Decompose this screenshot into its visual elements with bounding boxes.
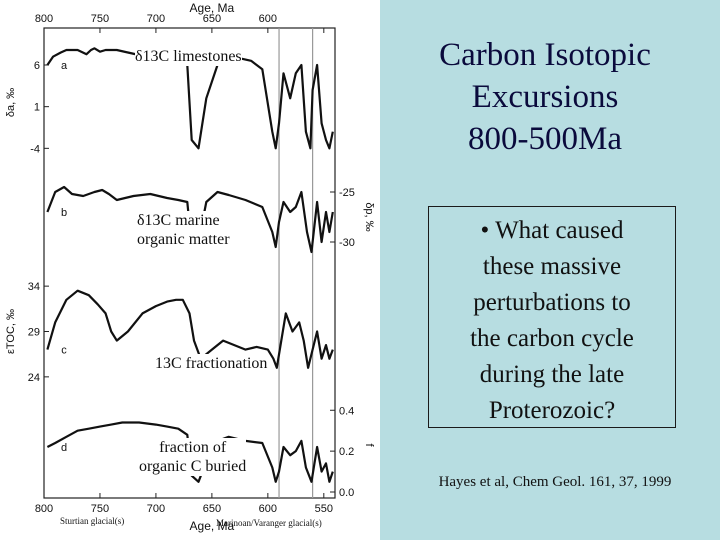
- x-axis-title-bottom: Age, Ma: [190, 519, 235, 533]
- slide-title: Carbon Isotopic Excursions 800-500Ma: [439, 37, 651, 157]
- panel-letter-c: c: [61, 345, 67, 357]
- isotope-figure: 800 800 750 750 700 700 650 650 600 600 550 Age, Ma…: [5, 1, 375, 533]
- y-tick-label-c: 24: [28, 372, 40, 384]
- y-tick-label-c: 34: [28, 281, 40, 293]
- series-line-a: [46, 47, 334, 150]
- y-tick-label-b: -25: [339, 187, 355, 199]
- isotope-chart: 800 800 750 750 700 700 650 650 600 600 550 Age, Ma…: [5, 1, 375, 533]
- panel-letter-b: b: [61, 207, 67, 219]
- text-panel: Carbon Isotopic Excursions 800-500Ma • W…: [380, 0, 720, 540]
- y-tick-label-b: -30: [339, 237, 355, 249]
- question-text: • What caused these massive perturbation…: [470, 217, 634, 424]
- y-tick-label-d: 0.2: [339, 446, 354, 458]
- y-tick-label-a: 6: [34, 60, 40, 72]
- x-tick-label-bottom: 600: [259, 503, 277, 515]
- y-axis-title-c: εTOC, ‰: [5, 309, 17, 354]
- series-line-b: [46, 185, 334, 254]
- x-tick-label-top: 700: [147, 13, 165, 25]
- x-tick-label-bottom: 800: [35, 503, 53, 515]
- y-axis-title-d: f: [363, 443, 375, 447]
- marinoan-glacial-label: Marinoan/Varanger glacial(s): [216, 518, 322, 528]
- overlay-label-burial-fraction: fraction of organic C buried: [139, 438, 247, 476]
- sturtian-glacial-label: Sturtian glacial(s): [60, 516, 125, 526]
- citation: Hayes et al, Chem Geol. 161, 37, 1999: [438, 474, 672, 490]
- x-tick-label-bottom: 750: [91, 503, 109, 515]
- y-tick-label-d: 0.0: [339, 487, 354, 499]
- plot-frame: [43, 27, 336, 499]
- x-tick-label-bottom: 650: [203, 503, 221, 515]
- question-box: • What caused these massive perturbation…: [428, 206, 676, 428]
- y-tick-label-a: 1: [34, 102, 40, 114]
- overlay-label-organic-matter: δ13C marine organic matter: [137, 211, 230, 249]
- panel-letter-a: a: [61, 60, 68, 72]
- x-tick-label-bottom: 550: [315, 503, 333, 515]
- x-tick-label-top: 650: [203, 13, 221, 25]
- x-tick-label-top: 750: [91, 13, 109, 25]
- y-tick-label-a: -4: [30, 143, 40, 155]
- series-line-c: [46, 289, 334, 369]
- overlay-label-limestones: δ13C limestones: [135, 47, 242, 66]
- x-axis-title-top: Age, Ma: [190, 1, 235, 15]
- y-tick-label-c: 29: [28, 327, 40, 339]
- y-axis-title-b: δp, ‰: [363, 202, 375, 231]
- panel-letter-d: d: [61, 442, 67, 454]
- x-tick-label-bottom: 700: [147, 503, 165, 515]
- x-tick-label-top: 800: [35, 13, 53, 25]
- y-tick-label-d: 0.4: [339, 405, 354, 417]
- x-tick-label-top: 600: [259, 13, 277, 25]
- y-axis-title-a: δa, ‰: [5, 88, 17, 117]
- overlay-label-fractionation: 13C fractionation: [155, 354, 268, 373]
